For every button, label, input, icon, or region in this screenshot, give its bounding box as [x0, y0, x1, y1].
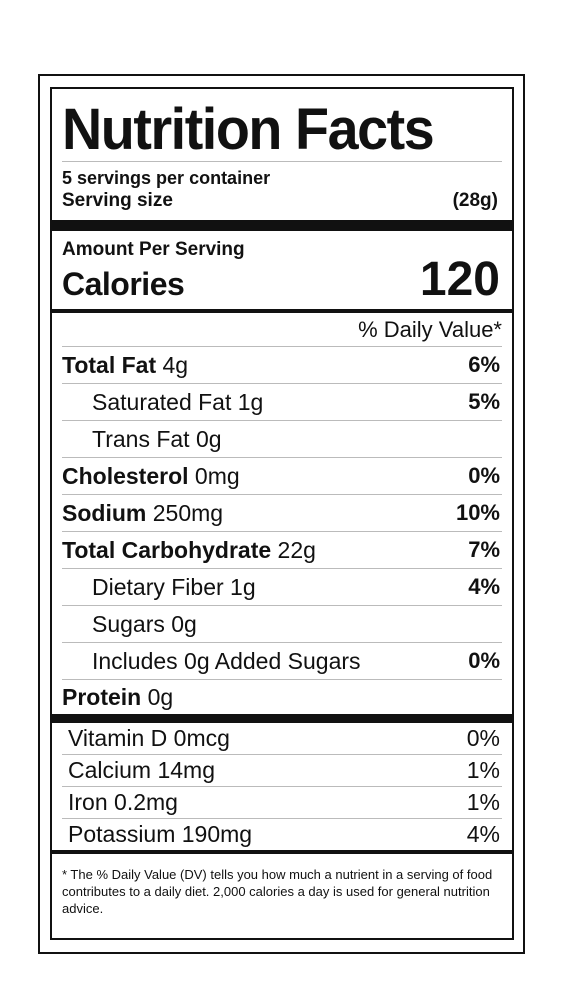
- nutrient-name: Sugars: [92, 610, 165, 637]
- nutrient-name: Protein: [62, 683, 142, 710]
- serving-size-label: Serving size: [62, 190, 173, 211]
- nutrient-row-saturated-fat: Saturated Fat 1g 5%: [62, 383, 502, 420]
- medium-rule: [52, 850, 512, 854]
- nutrient-name: Includes 0g Added Sugars: [92, 647, 361, 674]
- servings-per-container: 5 servings per container: [62, 168, 271, 188]
- nutrient-name: Trans Fat: [92, 425, 190, 452]
- nutrient-row-trans-fat: Trans Fat 0g: [62, 420, 502, 457]
- nutrient-amount: 22g: [277, 536, 316, 563]
- nutrient-dv: 4%: [468, 574, 500, 599]
- heavy-rule: [52, 714, 512, 723]
- medium-rule: [52, 309, 512, 313]
- divider: [62, 161, 502, 162]
- vitamin-dv: 4%: [466, 821, 500, 847]
- vitamin-text: Calcium 14mg: [68, 757, 215, 783]
- calories-row: Calories 120: [62, 256, 502, 304]
- nutrient-dv: 10%: [455, 500, 500, 525]
- serving-size-row: Serving size (28g): [62, 190, 502, 220]
- vitamin-text: Vitamin D 0mcg: [68, 725, 230, 751]
- nutrient-amount: 0mg: [194, 462, 240, 489]
- nutrient-row-protein: Protein 0g: [62, 679, 502, 714]
- serving-size-value: (28g): [452, 190, 498, 211]
- vitamin-row-iron: Iron 0.2mg 1%: [62, 786, 502, 818]
- nutrient-row-total-carbohydrate: Total Carbohydrate 22g 7%: [62, 531, 502, 568]
- vitamin-row-vitamin-d: Vitamin D 0mcg 0%: [62, 723, 502, 754]
- vitamin-row-calcium: Calcium 14mg 1%: [62, 754, 502, 786]
- nutrient-amount: 0g: [171, 610, 197, 637]
- nutrient-name: Total Fat: [62, 351, 157, 378]
- vitamin-dv: 1%: [466, 789, 500, 815]
- nutrient-name: Sodium: [62, 499, 147, 526]
- calories-value: 120: [419, 253, 500, 306]
- nutrient-dv: 5%: [468, 389, 500, 414]
- nutrient-row-dietary-fiber: Dietary Fiber 1g 4%: [62, 568, 502, 605]
- nutrient-name: Saturated Fat: [92, 388, 232, 415]
- nutrient-name: Cholesterol: [62, 462, 189, 489]
- label-title: Nutrition Facts: [62, 97, 435, 162]
- vitamin-dv: 1%: [466, 757, 500, 783]
- nutrient-amount: 0g: [195, 425, 222, 452]
- amount-per-serving: Amount Per Serving: [62, 239, 245, 260]
- nutrient-row-total-fat: Total Fat 4g 6%: [62, 346, 502, 383]
- nutrient-name: Total Carbohydrate: [62, 536, 272, 563]
- nutrient-amount: 0g: [147, 683, 174, 710]
- thick-rule: [52, 220, 512, 231]
- nutrient-amount: 250mg: [152, 499, 224, 526]
- daily-value-header: % Daily Value*: [358, 317, 502, 342]
- vitamin-row-potassium: Potassium 190mg 4%: [62, 818, 502, 850]
- vitamin-dv: 0%: [466, 725, 500, 751]
- nutrient-amount: 1g: [237, 388, 264, 415]
- nutrient-dv: 0%: [468, 463, 500, 488]
- nutrient-name: Dietary Fiber: [92, 573, 224, 600]
- calories-label: Calories: [62, 266, 185, 302]
- nutrition-facts-label: Nutrition Facts 5 servings per container…: [50, 87, 514, 940]
- nutrient-amount: 4g: [162, 351, 189, 378]
- nutrient-row-sodium: Sodium 250mg 10%: [62, 494, 502, 531]
- nutrient-row-cholesterol: Cholesterol 0mg 0%: [62, 457, 502, 494]
- nutrient-row-sugars: Sugars 0g: [62, 605, 502, 642]
- footnote: * The % Daily Value (DV) tells you how m…: [62, 867, 493, 916]
- vitamin-text: Potassium 190mg: [68, 821, 253, 847]
- nutrient-dv: 6%: [468, 352, 500, 377]
- nutrient-dv: 7%: [468, 537, 500, 562]
- nutrient-amount: 1g: [230, 573, 256, 600]
- nutrient-row-added-sugars: Includes 0g Added Sugars 0%: [62, 642, 502, 679]
- nutrient-dv: 0%: [468, 648, 500, 673]
- vitamin-text: Iron 0.2mg: [68, 789, 178, 815]
